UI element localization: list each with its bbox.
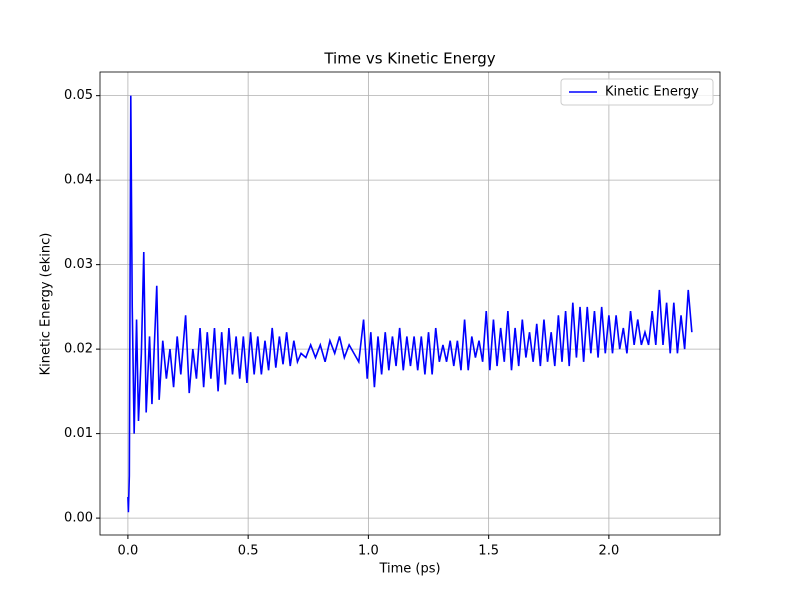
y-tick-label: 0.05: [64, 88, 93, 103]
y-tick-label: 0.03: [64, 257, 93, 272]
y-tick-label: 0.02: [64, 342, 93, 357]
y-tick-label: 0.01: [64, 426, 93, 441]
y-tick-label: 0.04: [64, 173, 93, 188]
y-axis-label: Kinetic Energy (ekinc): [39, 233, 54, 376]
x-axis-label: Time (ps): [378, 562, 440, 577]
data-line: [127, 95, 693, 513]
x-tick-label: 1.0: [358, 544, 379, 559]
x-tick-label: 0.5: [238, 544, 259, 559]
legend-label: Kinetic Energy: [605, 85, 699, 100]
y-tick-label: 0.00: [64, 511, 93, 526]
x-tick-label: 0.0: [118, 544, 139, 559]
x-tick-label: 2.0: [599, 544, 620, 559]
legend-box: [560, 78, 714, 106]
plot-frame: [99, 71, 721, 536]
chart-title: Time vs Kinetic Energy: [323, 50, 495, 68]
x-tick-label: 1.5: [478, 544, 499, 559]
